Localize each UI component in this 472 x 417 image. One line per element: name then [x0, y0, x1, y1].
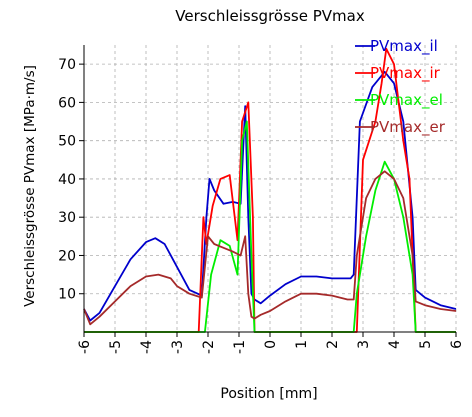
legend-label: PVmax_el — [370, 91, 443, 110]
y-tick-label: 20 — [58, 248, 76, 264]
y-tick-label: 60 — [58, 95, 76, 111]
x-tick-label: 6 — [449, 340, 465, 349]
legend: PVmax_il PVmax_ir PVmax_el PVmax_er — [355, 37, 446, 137]
x-axis-label: Position [mm] — [220, 386, 317, 402]
x-tick-label: 5 — [418, 340, 434, 349]
y-tick-label: 40 — [58, 172, 76, 188]
x-tick-label: 4 — [387, 340, 403, 349]
x-tick-label: -2 — [201, 340, 217, 354]
y-tick-label: 70 — [58, 57, 76, 73]
chart-title: Verschleissgrösse PVmax — [175, 7, 365, 25]
tick-labels: 10 20 30 40 50 60 70 -6 -5 -4 -3 -2 -1 0 1 2 3 4 5 6 — [58, 57, 465, 354]
grid — [83, 45, 457, 332]
x-tick-label: -4 — [139, 340, 155, 354]
x-tick-label: -6 — [77, 340, 93, 354]
legend-label: PVmax_ir — [370, 64, 441, 83]
series-line-pvmax-er — [83, 170, 457, 326]
y-tick-label: 30 — [58, 210, 76, 226]
y-axis-label: Verschleissgrösse PVmax [MPa·m/s] — [22, 65, 38, 307]
y-tick-label: 50 — [58, 134, 76, 150]
x-tick-label: -5 — [108, 340, 124, 354]
x-tick-label: 1 — [294, 340, 310, 349]
legend-label: PVmax_il — [370, 37, 438, 56]
y-tick-label: 10 — [58, 287, 76, 303]
x-tick-label: 0 — [263, 340, 279, 349]
legend-label: PVmax_er — [370, 118, 446, 137]
x-tick-label: -1 — [232, 340, 248, 354]
x-tick-label: 2 — [325, 340, 341, 349]
x-tick-label: 3 — [356, 340, 372, 349]
x-tick-label: -3 — [170, 340, 186, 354]
